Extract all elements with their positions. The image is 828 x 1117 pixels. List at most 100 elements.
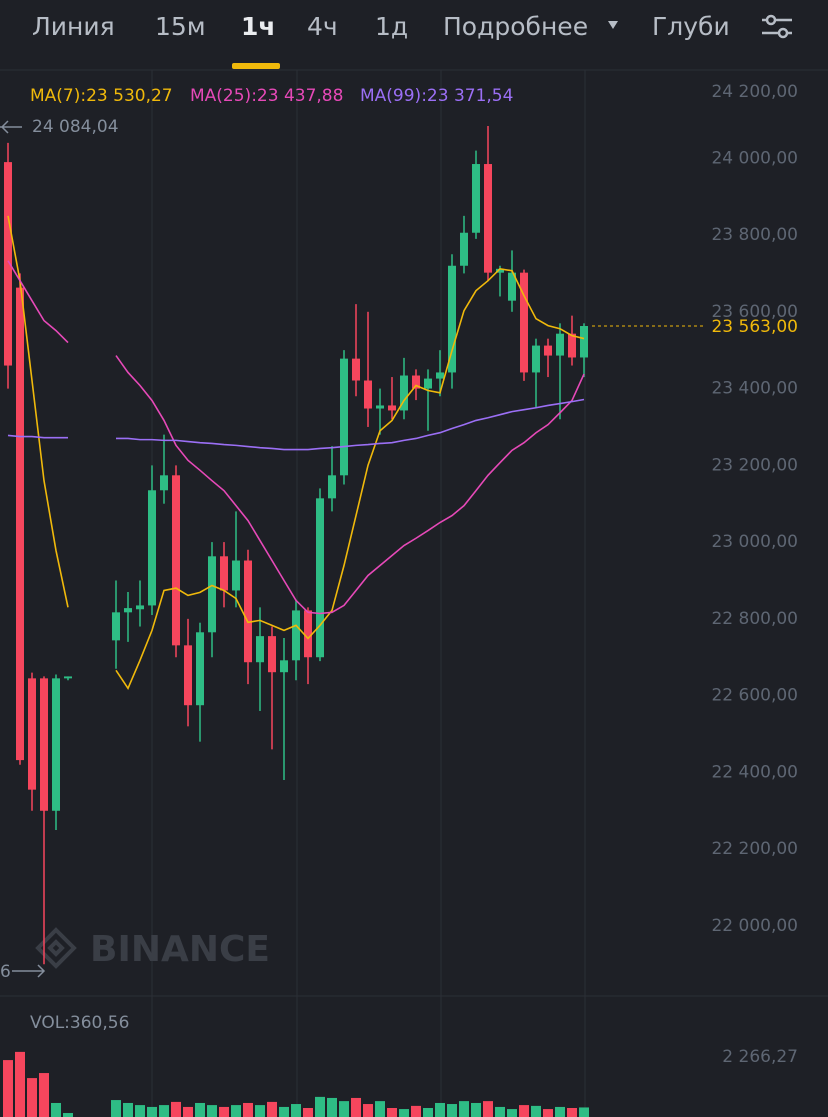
volume-bar bbox=[315, 1096, 325, 1117]
dropdown-arrow[interactable] bbox=[608, 21, 618, 29]
candle-body bbox=[376, 405, 384, 409]
ma-line bbox=[7, 434, 68, 439]
candle-body bbox=[4, 162, 12, 366]
legend-entry: MA(99):23 371,54 bbox=[360, 86, 513, 106]
volume-bar bbox=[327, 1097, 337, 1117]
volume-bar bbox=[183, 1106, 193, 1117]
volume-bar bbox=[555, 1106, 565, 1117]
candle-body bbox=[172, 475, 180, 646]
ma-line bbox=[116, 398, 585, 451]
tab[interactable]: Линия bbox=[32, 12, 115, 41]
volume-bar bbox=[423, 1108, 433, 1117]
candle-body bbox=[364, 380, 372, 409]
candle-body bbox=[16, 287, 24, 761]
volume-bar bbox=[483, 1101, 493, 1117]
candle-body bbox=[40, 678, 48, 811]
y-tick-label: 23 800,00 bbox=[711, 225, 798, 245]
candle-body bbox=[508, 272, 516, 301]
tab[interactable]: Глуби bbox=[652, 12, 730, 41]
volume-bar bbox=[531, 1105, 541, 1117]
candle-body bbox=[256, 636, 264, 663]
settings-icon[interactable] bbox=[762, 14, 792, 39]
volume-bar bbox=[519, 1105, 529, 1117]
volume-bar bbox=[111, 1100, 121, 1117]
ma-line bbox=[115, 355, 585, 615]
candle-body bbox=[556, 333, 564, 356]
candle-body bbox=[208, 556, 216, 633]
volume-bar bbox=[363, 1104, 373, 1117]
candle-body bbox=[148, 490, 156, 606]
volume-bar bbox=[195, 1102, 205, 1117]
grid bbox=[0, 69, 828, 1117]
candle-body bbox=[316, 498, 324, 658]
volume-bar bbox=[375, 1101, 385, 1117]
candle-body bbox=[112, 612, 120, 641]
candle-body bbox=[568, 333, 576, 358]
volume-bar bbox=[123, 1102, 133, 1117]
volume-bar bbox=[507, 1109, 517, 1117]
ma-line bbox=[115, 267, 585, 691]
volume-bar bbox=[231, 1105, 241, 1117]
candle-body bbox=[484, 164, 492, 273]
candle-body bbox=[448, 265, 456, 373]
candle-body bbox=[580, 326, 588, 358]
volume-bar bbox=[459, 1101, 469, 1117]
candle-body bbox=[124, 608, 132, 613]
y-tick-label: 23 200,00 bbox=[711, 455, 798, 475]
y-tick-label: 24 000,00 bbox=[711, 148, 798, 168]
vol-tick-label: 2 266,27 bbox=[722, 1047, 798, 1067]
volume-bar bbox=[39, 1073, 49, 1117]
tab[interactable]: Подробнее bbox=[443, 12, 588, 41]
candle-body bbox=[196, 632, 204, 706]
y-tick-label: 22 000,00 bbox=[711, 916, 798, 936]
candle-body bbox=[460, 232, 468, 266]
candle-body bbox=[136, 605, 144, 610]
volume-bar bbox=[579, 1107, 589, 1117]
current-price-label: 23 563,00 bbox=[711, 317, 798, 337]
volume-title: VOL:360,56 bbox=[30, 1013, 129, 1033]
y-tick-label: 22 800,00 bbox=[711, 609, 798, 629]
low-label: 6 bbox=[0, 962, 11, 982]
candle-body bbox=[220, 556, 228, 591]
tab[interactable]: 1ч bbox=[241, 12, 276, 41]
candle-body bbox=[160, 475, 168, 491]
volume-bar bbox=[159, 1105, 169, 1117]
candle-body bbox=[244, 560, 252, 663]
volume-bar bbox=[207, 1105, 217, 1117]
y-tick-label: 22 600,00 bbox=[711, 686, 798, 706]
volume-bar bbox=[471, 1102, 481, 1117]
tab[interactable]: 15м bbox=[155, 12, 206, 41]
volume-bar bbox=[51, 1102, 61, 1117]
ma-line bbox=[7, 215, 69, 608]
volume-bar bbox=[387, 1108, 397, 1117]
volume-bar bbox=[567, 1108, 577, 1117]
high-label: 24 084,04 bbox=[32, 117, 119, 137]
y-tick-label: 23 400,00 bbox=[711, 379, 798, 399]
volume-bar bbox=[27, 1078, 37, 1117]
volume-bar bbox=[243, 1102, 253, 1117]
volume-bar bbox=[435, 1102, 445, 1117]
volume-bar bbox=[447, 1104, 457, 1117]
volume-bar bbox=[219, 1106, 229, 1117]
volume-bar bbox=[339, 1101, 349, 1117]
volume-bar bbox=[63, 1113, 73, 1117]
volume-bar bbox=[267, 1101, 277, 1117]
ma-line bbox=[7, 260, 69, 344]
low-arrow bbox=[12, 964, 46, 978]
y-tick-label: 23 000,00 bbox=[711, 532, 798, 552]
tab[interactable]: 1д bbox=[375, 12, 408, 41]
volume-bar bbox=[303, 1108, 313, 1117]
candle-body bbox=[400, 375, 408, 411]
tab[interactable]: 4ч bbox=[307, 12, 338, 41]
volume-bar bbox=[135, 1105, 145, 1117]
y-tick-label: 22 400,00 bbox=[711, 762, 798, 782]
volume-bar bbox=[255, 1105, 265, 1117]
candle-body bbox=[388, 405, 396, 411]
legend-entry: MA(7):23 530,27 bbox=[30, 86, 173, 106]
volume-bar bbox=[543, 1109, 553, 1117]
volume-bar bbox=[411, 1105, 421, 1117]
candle-body bbox=[280, 660, 288, 673]
watermark: BINANCE bbox=[90, 929, 270, 970]
volume-bar bbox=[147, 1106, 157, 1117]
